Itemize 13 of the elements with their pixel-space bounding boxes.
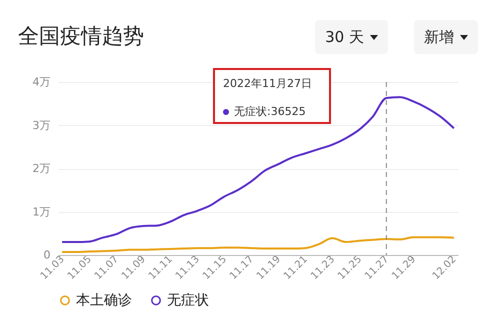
- y-tick-label: 4万: [32, 76, 50, 88]
- dropdown-button[interactable]: 30 天: [315, 20, 388, 54]
- line-series: [61, 96, 455, 244]
- legend-label: 本土确诊: [76, 292, 132, 308]
- y-tick-label: 3万: [32, 118, 50, 132]
- chart-title: 全国疫情趋势: [18, 23, 144, 50]
- y-tick-label: 1万: [32, 205, 50, 218]
- annotation: 2022年11月27日: [223, 76, 313, 91]
- line-series: [61, 236, 455, 253]
- legend-label: 无症状: [167, 292, 209, 308]
- annotation: 无症状:36525: [234, 105, 306, 118]
- y-tick-label: 2万: [32, 162, 50, 175]
- dropdown-button[interactable]: 新增: [414, 20, 478, 54]
